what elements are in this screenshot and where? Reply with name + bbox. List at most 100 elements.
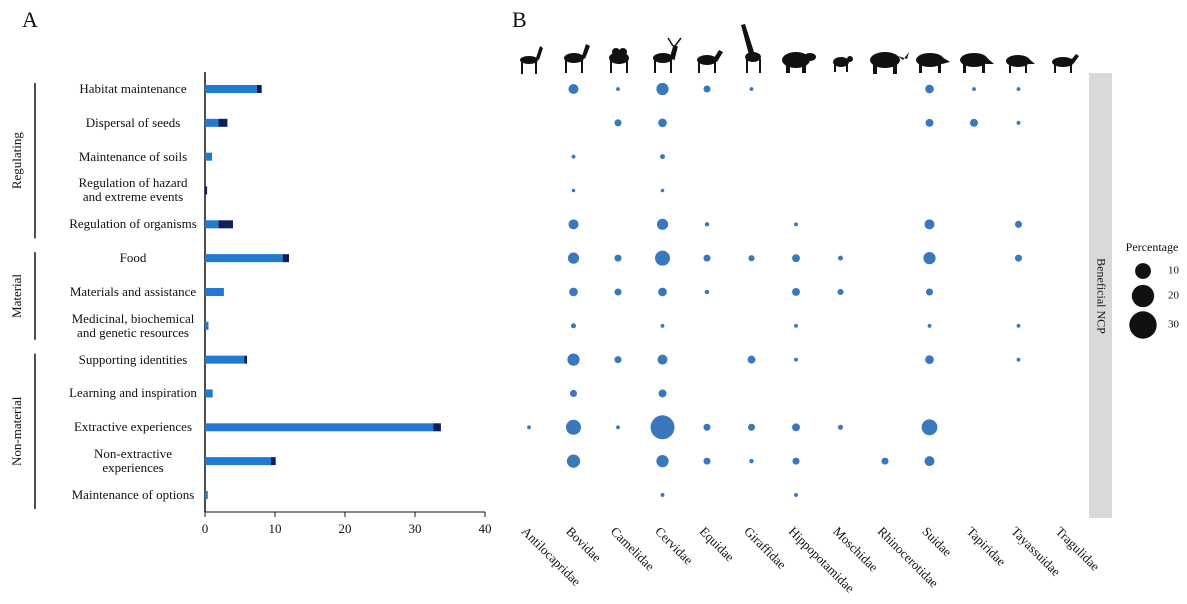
bubble — [925, 288, 934, 296]
x-tick-label: 30 — [409, 521, 422, 536]
y-tick-label: Maintenance of soils — [78, 148, 188, 164]
bubble — [703, 254, 711, 262]
bar — [205, 490, 208, 499]
bar — [244, 355, 247, 364]
bubble — [566, 454, 581, 468]
bar — [205, 220, 219, 229]
bubble — [571, 154, 576, 159]
bar — [205, 355, 245, 364]
bar — [205, 186, 208, 195]
bubble — [1014, 254, 1023, 262]
bubble — [616, 425, 620, 430]
bubble — [881, 457, 889, 465]
bar — [218, 118, 228, 127]
legend-label: 10 — [1168, 265, 1180, 277]
bar — [205, 85, 257, 93]
bubble — [569, 287, 578, 297]
bubble — [747, 355, 756, 364]
bar — [270, 457, 276, 466]
y-tick-label: Non-extractive experiences — [94, 446, 172, 476]
legend-bubble — [1131, 284, 1155, 308]
bar — [205, 389, 213, 398]
bubble — [794, 323, 798, 328]
bubble — [749, 458, 754, 464]
bubble — [660, 323, 665, 328]
bubble — [703, 423, 711, 431]
bubble — [660, 493, 665, 497]
bar — [256, 85, 262, 93]
y-tick-label: Dispersal of seeds — [85, 114, 181, 130]
bubble — [794, 357, 798, 362]
bubble — [658, 287, 667, 297]
x-tick-label: 10 — [269, 521, 282, 536]
bubble — [703, 85, 711, 93]
y-tick-label: Regulation of hazard and extreme events — [78, 175, 188, 205]
x-tick-label: Giraffidae — [741, 524, 789, 572]
bar — [205, 254, 283, 263]
bar — [433, 423, 441, 432]
bubble — [614, 356, 622, 364]
panel-label: A — [22, 7, 38, 32]
bubble — [925, 84, 934, 94]
y-tick-label: Regulation of organisms — [69, 216, 197, 232]
bubble — [921, 419, 938, 436]
x-tick-label: 0 — [202, 521, 209, 536]
bubble — [569, 389, 578, 398]
bubble — [792, 288, 800, 296]
bubble — [925, 118, 934, 127]
y-tick-label: Supporting identities — [78, 351, 188, 367]
bubble — [704, 289, 710, 295]
bar — [205, 118, 219, 127]
bubble — [703, 457, 711, 465]
facet-strip — [1089, 73, 1112, 518]
bubble — [794, 222, 798, 227]
legend-bubble — [1129, 311, 1157, 339]
bubble — [614, 254, 622, 262]
legend-title: Percentage — [1126, 240, 1179, 254]
bubble — [658, 118, 667, 128]
bubble — [1016, 323, 1021, 328]
y-tick-label: Food — [119, 250, 147, 266]
bubble — [792, 254, 800, 263]
bubble — [568, 84, 579, 94]
bubble — [614, 119, 622, 127]
group-label: Non-material — [9, 396, 24, 466]
bubble — [566, 419, 581, 435]
bubble — [749, 87, 754, 91]
legend-label: 20 — [1168, 290, 1180, 302]
bubble — [567, 252, 580, 264]
y-tick-label: Materials and assistance — [69, 283, 197, 299]
bubble — [660, 154, 665, 160]
bubble — [792, 457, 800, 465]
bubble — [656, 218, 669, 230]
bubble — [614, 288, 622, 296]
legend-label: 30 — [1168, 319, 1180, 331]
group-label: Regulating — [9, 132, 24, 190]
x-tick-label: Bovidae — [563, 524, 604, 565]
x-tick-label: Suidae — [919, 524, 955, 560]
bar — [205, 287, 224, 296]
bubble — [924, 456, 935, 467]
bar — [218, 220, 233, 229]
bubble — [658, 389, 667, 398]
bubble — [1016, 87, 1021, 91]
bubble — [925, 355, 934, 364]
bubble — [656, 82, 669, 96]
y-tick-label: Maintenance of options — [71, 486, 195, 502]
bubble — [527, 425, 531, 430]
x-tick-label: Cervidae — [652, 524, 696, 568]
x-tick-label: 40 — [479, 521, 492, 536]
bubble — [837, 288, 844, 296]
bubble — [1016, 120, 1021, 125]
bubble — [656, 455, 669, 468]
bubble — [792, 423, 800, 432]
bubble — [704, 222, 710, 227]
bubble — [657, 354, 668, 365]
bubble — [616, 87, 620, 91]
bubble — [924, 219, 935, 230]
bubble — [1014, 220, 1023, 228]
legend-bubble — [1135, 263, 1151, 279]
group-label: Material — [9, 274, 24, 318]
bubble — [972, 87, 976, 91]
bar — [282, 254, 289, 263]
